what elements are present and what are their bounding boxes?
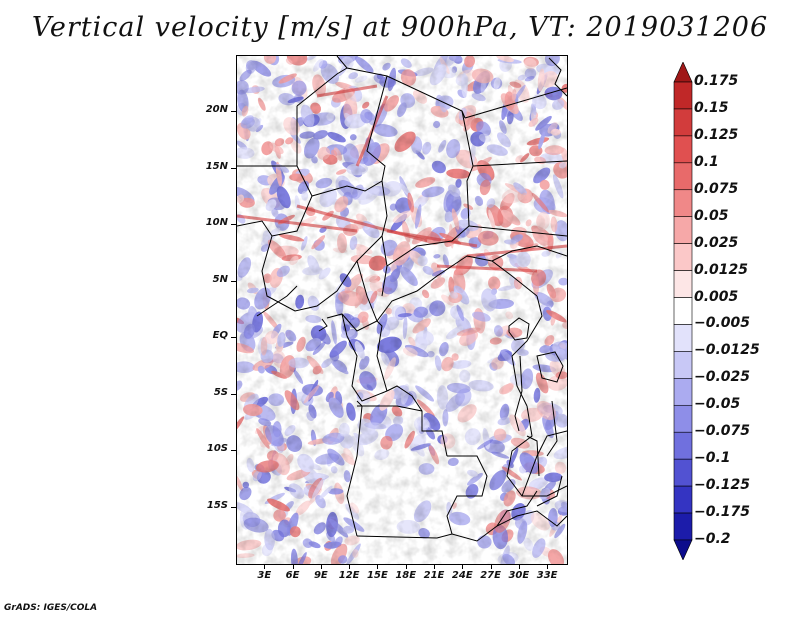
lat-tick-label: 10N [205,217,228,229]
colorbar-level-label: 0.075 [694,180,739,197]
lon-tick-label: 21E [423,570,445,581]
lat-tick-mark [231,506,236,508]
colorbar-level-label: −0.2 [694,531,731,547]
lon-tick-mark [264,564,266,569]
lat-tick-mark [231,224,236,226]
field-texture [237,56,567,564]
colorbar-bin [673,404,693,433]
lat-tick-label: 15S [206,499,228,511]
lon-tick-label: 9E [313,570,328,581]
lon-tick-mark [434,564,435,569]
colorbar-bin [673,270,693,298]
colorbar-bin [673,216,693,244]
colorbar-level-label: −0.1 [694,450,731,467]
lon-tick-label: 30E [508,570,530,581]
lon-tick-label: 24E [451,570,473,581]
colorbar-level-label: −0.05 [694,396,741,413]
colorbar-level-label: −0.025 [694,369,751,386]
colorbar-level-label: 0.175 [694,73,739,89]
lat-tick-label: 20N [205,104,228,116]
map-title: Vertical velocity [m/s] at 900hPa, VT: 2… [31,12,769,43]
country-borders [237,56,567,542]
colorbar-bin [673,378,693,406]
map-panel [236,55,568,565]
colorbar-bin [673,81,693,110]
colorbar-bin [673,135,693,164]
lon-tick-mark [547,564,549,569]
colorbar-level-label: −0.075 [694,423,751,440]
lat-tick-label: 15N [205,160,228,172]
lat-tick-mark [231,337,236,339]
lon-tick-label: 15E [367,570,388,581]
colorbar-level-label: −0.125 [694,477,751,494]
lon-tick-mark [490,564,492,569]
lon-tick-label: 33E [536,570,558,581]
colorbar [673,62,693,560]
colorbar-bin [673,431,693,460]
lon-tick-mark [405,564,407,569]
colorbar-bin [673,351,693,379]
velocity-field-map [237,56,567,564]
lat-tick-mark [231,280,236,282]
colorbar-level-label: −0.0125 [694,342,760,359]
lat-tick-mark [231,167,236,169]
colorbar-level-label: 0.1 [694,153,719,170]
lat-tick-mark [231,393,236,395]
colorbar-bin [673,108,693,137]
colorbar-bin [673,458,693,487]
lon-tick-label: 18E [395,570,417,581]
colorbar-bin [673,512,693,541]
lon-tick-label: 6E [285,570,300,581]
colorbar-level-label: 0.15 [694,99,729,116]
colorbar-level-label: −0.175 [694,504,751,521]
lat-tick-label: 5S [213,386,228,398]
lon-tick-label: 27E [480,570,501,581]
colorbar-bin [673,324,693,352]
lat-tick-label: EQ [212,330,228,342]
lon-tick-mark [292,564,294,569]
lat-tick-label: 10S [206,443,228,455]
colorbar-bin [673,297,693,325]
lon-tick-mark [462,564,464,569]
lat-tick-label: 5N [212,273,228,285]
lat-tick-mark [231,450,236,452]
lon-tick-mark [320,564,322,569]
colorbar-bin [673,189,693,218]
colorbar-bin [673,162,693,191]
colorbar-bin [673,539,693,560]
colorbar-bin [673,243,693,271]
lon-tick-mark [377,564,379,569]
colorbar-bin [673,485,693,514]
colorbar-level-label: 0.125 [694,126,739,143]
lon-tick-label: 3E [257,570,272,581]
colorbar-level-label: −0.005 [694,315,751,332]
colorbar-level-label: 0.0125 [694,261,749,278]
colorbar-level-label: 0.05 [694,207,729,224]
lat-tick-mark [231,111,236,113]
grads-credit: GrADS: IGES/COLA [4,603,98,613]
lon-tick-label: 12E [338,570,360,581]
colorbar-level-label: 0.025 [694,234,739,251]
colorbar-bin [673,62,693,83]
colorbar-level-label: 0.005 [694,288,739,305]
lon-tick-mark [518,564,520,569]
lon-tick-mark [349,564,351,569]
